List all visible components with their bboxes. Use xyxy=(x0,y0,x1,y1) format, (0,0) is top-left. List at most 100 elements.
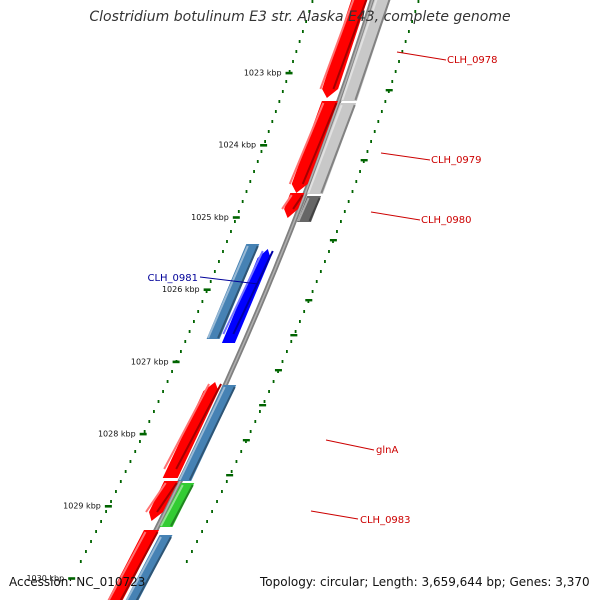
gene-block-clh0980-partner xyxy=(297,196,322,222)
gene-block-clh0983-shadow xyxy=(170,484,194,527)
outer-dotted-track-dot xyxy=(245,440,247,443)
gene-block-clh0983 xyxy=(159,483,195,527)
inner-dotted-track-dot xyxy=(222,250,224,253)
tick-mark xyxy=(104,505,112,508)
outer-dotted-track-dot xyxy=(398,60,400,63)
gene-arrow-clh0982-shadow xyxy=(156,482,178,513)
outer-dotted-track-dot xyxy=(277,370,279,373)
backbone-highlight xyxy=(118,0,374,600)
outer-dotted-track-dot xyxy=(206,520,208,523)
gene-block-clh0979-partner-highlight xyxy=(307,104,343,194)
gene-block-clh0978-partner xyxy=(340,0,391,101)
inner-dotted-track-dot xyxy=(90,540,92,543)
gene-arrow-bottom xyxy=(107,530,159,600)
outer-dotted-track-dot xyxy=(268,390,270,393)
outer-tick-mark xyxy=(242,439,250,442)
gene-arrow-bottom-highlight xyxy=(107,531,147,600)
dotted-guides xyxy=(79,0,420,563)
outer-dotted-track-dot xyxy=(362,160,365,163)
inner-dotted-track-dot xyxy=(281,90,284,93)
gene-label-clh0981: CLH_0981 xyxy=(147,273,198,284)
gene-arrow-clh0981-highlight xyxy=(222,250,264,335)
outer-dotted-track-dot xyxy=(249,430,252,433)
outer-tick-mark xyxy=(360,159,368,162)
inner-dotted-track-dot xyxy=(124,470,127,473)
inner-dotted-track-dot xyxy=(95,530,97,533)
gene-block-clh0981-steel xyxy=(206,244,260,339)
gene-arrow-clh0978 xyxy=(322,0,368,98)
inner-dotted-track-dot xyxy=(308,10,311,13)
outer-dotted-track-dot xyxy=(417,0,420,3)
inner-dotted-track-dot xyxy=(205,290,208,293)
outer-dotted-track-dot xyxy=(201,530,203,533)
inner-dotted-track-dot xyxy=(119,480,122,483)
outer-dotted-track-dot xyxy=(401,50,404,53)
inner-dotted-track-dot xyxy=(298,40,301,43)
inner-dotted-track-dot xyxy=(264,140,267,143)
inner-dotted-track-dot xyxy=(237,210,240,213)
inner-dotted-track-dot xyxy=(288,70,291,73)
kbp-ticks: 1023 kbp 1024 kbp 1025 kbp 1026 kbp 1027 kbp… xyxy=(26,69,393,583)
inner-dotted-track-dot xyxy=(162,390,164,393)
gene-label-clh0983: CLH_0983 xyxy=(360,515,411,526)
outer-dotted-track-dot xyxy=(373,130,376,133)
gene-arrow-clh0978-shadow xyxy=(332,0,368,90)
outer-dotted-track-dot xyxy=(336,230,338,233)
outer-tick-mark xyxy=(385,89,393,92)
outer-dotted-track-dot xyxy=(254,420,257,423)
gene-arrow-clh0980-highlight xyxy=(281,194,293,210)
outer-dotted-track-dot xyxy=(315,280,318,283)
inner-dotted-track-dot xyxy=(311,0,314,3)
tick-mark xyxy=(285,71,293,75)
outer-dotted-track-dot xyxy=(294,330,297,333)
map-title: Clostridium botulinum E3 str. Alaska E43… xyxy=(89,9,511,25)
inner-dotted-track-dot xyxy=(271,120,274,123)
gene-block-clh0981-steel-shadow xyxy=(217,245,259,339)
tick-label: 1023 kbp xyxy=(244,69,282,78)
inner-dotted-track-dot xyxy=(267,130,270,133)
gene-arrow-glna xyxy=(162,382,219,478)
inner-dotted-track-dot xyxy=(184,340,187,343)
outer-dotted-track-dot xyxy=(404,40,407,43)
outer-tick-mark xyxy=(226,474,234,477)
outer-dotted-track-dot xyxy=(303,310,306,313)
gene-block-clh0978-partner-highlight xyxy=(341,0,378,101)
outer-dotted-track-dot xyxy=(319,270,322,273)
gene-block-clh0980-partner-highlight xyxy=(297,197,310,222)
inner-dotted-track-dot xyxy=(179,350,182,353)
tick-label: 1025 kbp xyxy=(191,213,229,222)
tick-mark xyxy=(68,577,76,580)
tick-label: 1027 kbp xyxy=(131,357,169,366)
inner-dotted-track-dot xyxy=(241,200,244,203)
inner-dotted-track-dot xyxy=(209,280,212,283)
gene-arrow-clh0980-shadow xyxy=(292,194,304,210)
outer-dotted-track-dot xyxy=(366,150,369,153)
gene-block-clh0978-partner-shadow xyxy=(354,0,391,101)
outer-dotted-track-dot xyxy=(263,400,266,403)
gene-block-clh0979-partner-shadow xyxy=(320,104,356,194)
accession-label: Accession: NC_010723 xyxy=(9,575,146,589)
inner-dotted-track-dot xyxy=(193,320,195,323)
inner-dotted-track-dot xyxy=(115,490,117,493)
outer-tick-mark xyxy=(329,239,337,242)
tick-label: 1026 kbp xyxy=(162,285,200,294)
inner-dotted-track-dot xyxy=(260,150,263,153)
gene-block-glna-partner-shadow xyxy=(188,386,236,481)
gene-arrow-glna-shadow xyxy=(175,383,222,470)
inner-dotted-track-dot xyxy=(213,270,216,273)
inner-dotted-track-dot xyxy=(197,310,200,313)
gene-arrow-clh0982-highlight xyxy=(145,482,167,513)
inner-dotted-track-dot xyxy=(105,510,107,513)
inner-dotted-track-dot xyxy=(256,160,259,163)
outer-dotted-track-dot xyxy=(411,20,413,23)
inner-dotted-track-dot xyxy=(171,370,173,373)
gene-block-clh0980-partner-shadow xyxy=(308,197,321,222)
inner-dotted-track-dot xyxy=(79,560,82,563)
tick-mark xyxy=(172,360,180,364)
gene-arrow-clh0981 xyxy=(221,249,271,343)
outer-dotted-track-dot xyxy=(191,550,193,553)
inner-dotted-track-dot xyxy=(110,500,112,503)
outer-dotted-track-dot xyxy=(230,470,233,473)
inner-dotted-track-dot xyxy=(301,30,304,33)
